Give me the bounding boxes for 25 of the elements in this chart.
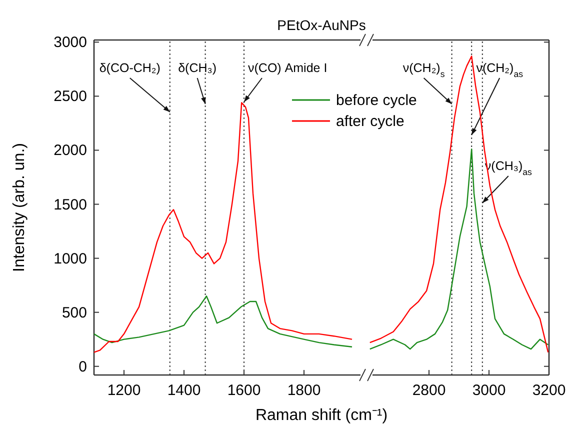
x-tick-label: 3200 <box>532 382 566 399</box>
y-tick-label: 3000 <box>54 34 87 52</box>
ref-line-label: ν(CH₂)$_{s}$ <box>402 61 446 79</box>
y-axis-title: Intensity (arb. un.) <box>11 143 28 272</box>
ref-line-label: ν(CO) Amide I <box>248 61 328 75</box>
x-tick-label: 1400 <box>167 382 201 399</box>
ref-line-label: δ(CH₃) <box>178 61 217 75</box>
x-tick-label: 1200 <box>107 382 141 399</box>
y-tick-label: 2000 <box>54 142 87 160</box>
x-tick-label: 3000 <box>472 382 506 399</box>
x-tick-label: 2800 <box>412 382 446 399</box>
ref-line-label: δ(CO-CH₂) <box>99 61 160 75</box>
ref-line-label: ν(CH₂)$_{as}$ <box>476 61 524 79</box>
x-tick-label: 1800 <box>287 382 321 399</box>
legend-label: before cycle <box>336 92 417 109</box>
x-tick-label: 1600 <box>227 382 261 399</box>
y-tick-label: 500 <box>62 304 87 322</box>
chart-title: PEtOx-AuNPs <box>277 17 366 33</box>
y-tick-label: 0 <box>78 358 87 376</box>
legend-label: after cycle <box>336 113 404 130</box>
x-axis-title: Raman shift (cm⁻¹) <box>255 407 388 424</box>
y-tick-label: 1500 <box>54 196 87 214</box>
y-tick-label: 1000 <box>54 250 87 268</box>
line-series <box>93 296 353 348</box>
y-tick-label: 2500 <box>54 88 87 106</box>
